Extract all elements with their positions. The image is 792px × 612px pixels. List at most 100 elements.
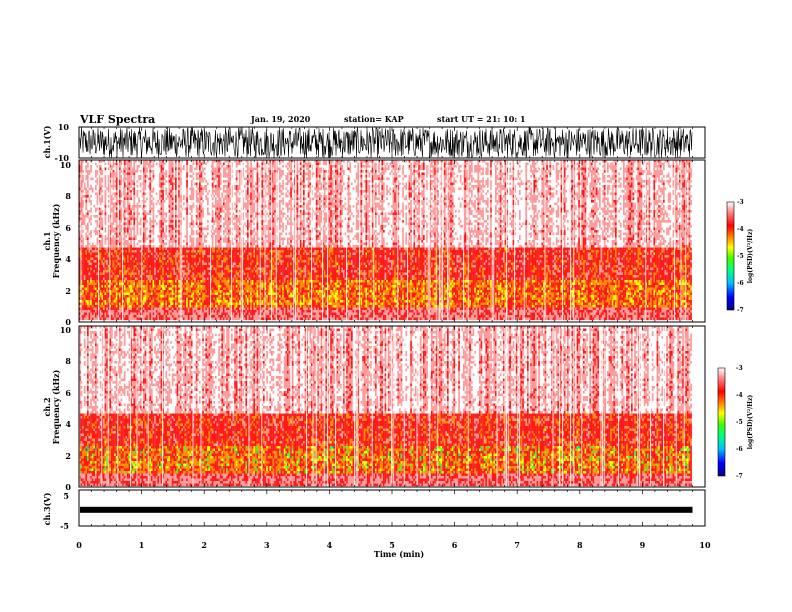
ch1-spectrogram-cell <box>186 172 188 176</box>
ch1-spectrogram-cell <box>149 307 152 311</box>
ch1-spectrogram-cell <box>106 252 108 256</box>
ch1-spectrogram-cell <box>154 280 156 283</box>
ch1-spectrogram-cell <box>146 270 148 273</box>
ch1-spectrogram-cell <box>168 202 171 206</box>
ch1-spectrogram-cell <box>79 162 81 166</box>
ch1-spectrogram-cell <box>135 267 137 271</box>
ch1-spectrogram-cell <box>162 162 164 166</box>
ch1-spectrogram-cell <box>90 302 92 306</box>
ch1-spectrogram-cell <box>197 300 200 303</box>
ch1-spectrogram-cell <box>123 272 126 276</box>
ch1-spectrogram-cell <box>197 247 200 251</box>
ch1-spectrogram-cell <box>191 302 193 306</box>
ch1-spectrogram-cell <box>99 297 102 301</box>
ch1-spectrogram-cell <box>85 275 88 278</box>
ch1-spectrogram-cell <box>119 300 121 303</box>
ch1-spectrogram-cell <box>179 245 182 248</box>
ch1-spectrogram-cell <box>199 160 201 163</box>
ch1-spectrogram-cell <box>240 272 243 276</box>
ch1-spectrogram-cell <box>200 270 203 273</box>
ch1-spectrogram-cell <box>178 205 180 208</box>
ch1-spectrogram-cell <box>223 302 225 306</box>
ch1-spectrogram-cell <box>165 220 168 223</box>
ch1-spectrogram-cell <box>203 275 206 278</box>
ch1-spectrogram-cell <box>195 317 198 321</box>
ch1-spectrogram-cell <box>213 170 216 173</box>
ch1-spectrogram-cell <box>192 300 195 303</box>
ch1-spectrogram-cell <box>144 310 147 313</box>
ch1-spectrogram-cell <box>136 272 139 276</box>
ch1-spectrogram-cell <box>98 282 100 286</box>
ch1-spectrogram-gap-line <box>98 160 99 322</box>
ch1-spectrogram-cell <box>213 250 216 253</box>
ch1-spectrogram-cell <box>221 302 224 306</box>
ch1-spectrogram-cell <box>115 212 118 216</box>
ch1-spectrogram-cell <box>99 187 102 191</box>
ch1-spectrogram-cell <box>133 170 136 173</box>
ch1-spectrogram-cell <box>123 295 126 298</box>
ch1-spectrogram-cell <box>165 277 168 281</box>
ch1-spectrogram-cell <box>115 265 118 268</box>
ch1-spectrogram-cell <box>211 270 214 273</box>
ch1-spectrogram-cell <box>239 237 241 241</box>
ch1-spectrogram-cell <box>122 287 124 291</box>
ch1-spectrogram-cell <box>152 307 155 311</box>
ch1-spectrogram-cell <box>175 305 177 308</box>
ch1-spectrogram-cell <box>165 230 168 233</box>
ch1-spectrogram-cell <box>128 252 131 256</box>
ch1-spectrogram-cell <box>237 270 240 273</box>
ch1-spectrogram-cell <box>195 300 198 303</box>
ch1-spectrogram-cell <box>109 200 112 203</box>
ch1-spectrogram-cell <box>218 247 220 251</box>
ch1-spectrogram-cell <box>111 310 113 313</box>
ch1-spectrogram-cell <box>203 247 206 251</box>
ch1-spectrogram-cell <box>170 272 172 276</box>
ch1-spectrogram-cell <box>151 287 153 291</box>
ch1-spectrogram-cell <box>219 302 222 306</box>
ch1-spectrogram-cell <box>194 315 196 318</box>
ch1-spectrogram-cell <box>168 267 171 271</box>
ch1-spectrogram-cell <box>239 317 241 321</box>
ch1-spectrogram-cell <box>176 252 179 256</box>
ch1-spectrogram-cell <box>195 255 198 258</box>
ch1-spectrogram-cell <box>170 267 172 271</box>
ch1-spectrogram-cell <box>181 160 184 163</box>
ch1-spectrogram-cell <box>159 175 161 178</box>
ch1-spectrogram-cell <box>202 315 204 318</box>
ch1-spectrogram-cell <box>112 177 115 181</box>
ch1-spectrogram-cell <box>136 180 139 183</box>
ch1-spectrogram-cell <box>80 255 83 258</box>
ch1-spectrogram-cell <box>117 272 120 276</box>
ch1-spectrogram-cell <box>192 312 195 316</box>
ch1-spectrogram-cell <box>90 177 92 181</box>
ch1-spectrogram-cell <box>211 302 214 306</box>
ch1-spectrogram-cell <box>231 162 233 166</box>
ch1-spectrogram-cell <box>171 270 174 273</box>
ch1-spectrogram-cell <box>186 220 188 223</box>
ch1-spectrogram-cell <box>127 257 129 261</box>
ch1-spectrogram-cell <box>87 255 89 258</box>
ch1-spectrogram-cell <box>99 317 102 321</box>
ch1-spectrogram-cell <box>122 297 124 301</box>
ch1-spectrogram-cell <box>189 250 192 253</box>
ch1-spectrogram-cell <box>128 160 131 163</box>
ch1-spectrogram-cell <box>115 220 118 223</box>
ch1-spectrogram-cell <box>99 225 102 228</box>
ch1-spectrogram-cell <box>224 190 227 193</box>
ch1-spectrogram-cell <box>87 250 89 253</box>
ch1-spectrogram-cell <box>133 235 136 238</box>
ch1-spectrogram-cell <box>192 307 195 311</box>
ch1-spectrogram-cell <box>215 175 217 178</box>
ch1-spectrogram-cell <box>186 272 188 276</box>
ch1-spectrogram-cell <box>95 175 97 178</box>
ch1-spectrogram-cell <box>130 272 132 276</box>
ch1-spectrogram-cell <box>227 252 230 256</box>
ch1-spectrogram-cell <box>199 165 201 168</box>
ch1-spectrogram-cell <box>120 277 123 281</box>
ch1-spectrogram-cell <box>79 200 81 203</box>
ch1-spectrogram-cell <box>88 307 91 311</box>
ch1-spectrogram-cell <box>101 315 104 318</box>
ch1-spectrogram-cell <box>179 237 182 241</box>
ch1-spectrogram-cell <box>194 295 196 298</box>
ch1-spectrogram-cell <box>146 160 148 163</box>
